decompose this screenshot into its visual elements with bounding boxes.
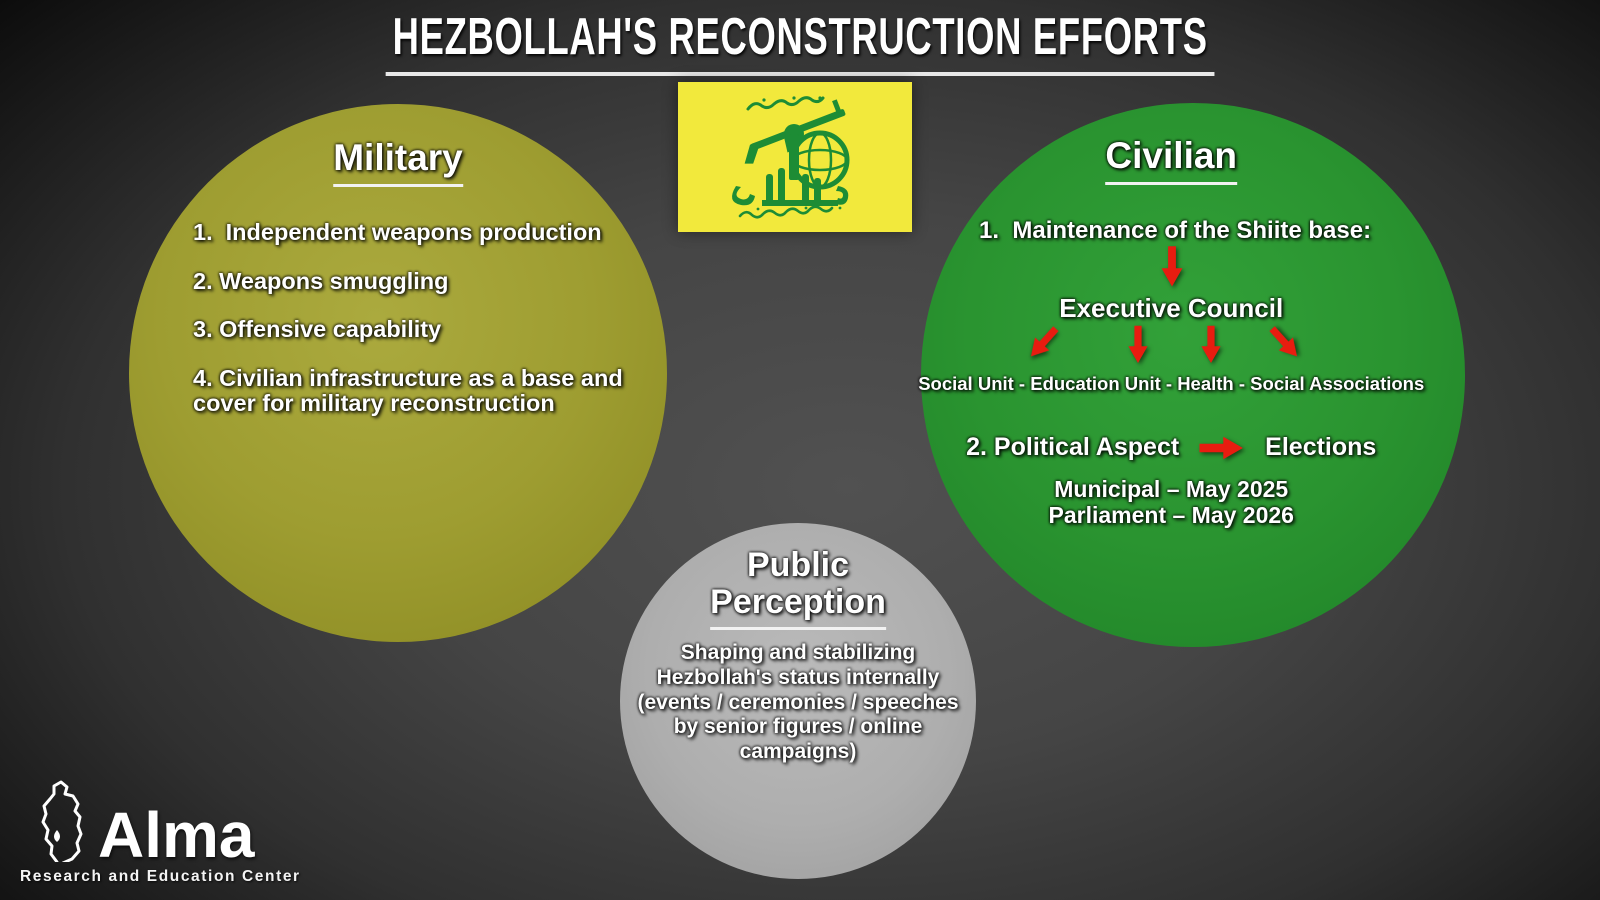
arrow-diagonal-right-icon — [1269, 326, 1298, 357]
arrow-diagonal-left-icon — [1030, 326, 1059, 357]
page-title: HEZBOLLAH'S RECONSTRUCTION EFFORTS — [385, 10, 1215, 76]
public-perception-heading-line2: Perception — [710, 584, 886, 630]
public-perception-body: Shaping and stabilizing Hezbollah's stat… — [637, 641, 959, 764]
military-item-1: 1. Independent weapons production — [193, 219, 602, 245]
arrow-down-icon — [1161, 246, 1183, 287]
arrow-down-icon — [1128, 325, 1148, 363]
executive-council-label: Executive Council — [1059, 293, 1284, 323]
hezbollah-flag-graphic — [678, 82, 912, 232]
military-item-4: 4. Civilian infrastructure as a base and… — [193, 364, 630, 417]
election-dates: Municipal – May 2025 Parliament – May 20… — [1048, 476, 1294, 529]
civilian-units-line: Social Unit - Education Unit - Health - … — [918, 373, 1425, 394]
alma-logo-row: Alma — [20, 780, 301, 871]
military-item-3: 3. Offensive capability — [193, 316, 442, 343]
military-list: 1. Independent weapons production 2. Wea… — [193, 219, 631, 440]
title-bar: HEZBOLLAH'S RECONSTRUCTION EFFORTS — [0, 10, 1600, 76]
military-circle: Military 1. Independent weapons producti… — [129, 104, 667, 642]
arrow-down-icon — [1201, 325, 1221, 363]
alma-map-icon — [41, 780, 83, 862]
arrow-right-icon — [1199, 436, 1244, 459]
public-perception-heading-line1: Public — [746, 546, 850, 584]
military-item-2: 2. Weapons smuggling — [193, 267, 449, 294]
civilian-circle: Civilian 1. Maintenance of the Shiite ba… — [918, 103, 1465, 647]
public-perception-circle: Public Perception Shaping and stabilizin… — [620, 523, 976, 879]
hezbollah-flag-icon — [678, 82, 912, 232]
alma-brand-name: Alma — [98, 798, 255, 871]
parliament-election-date: Parliament – May 2026 — [1048, 501, 1294, 528]
civilian-item-1: 1. Maintenance of the Shiite base: — [979, 217, 1372, 244]
civilian-heading: Civilian — [1105, 135, 1238, 185]
public-perception-heading: Public Perception — [710, 546, 886, 630]
elections-label: Elections — [1265, 433, 1377, 461]
civilian-political-row: 2. Political Aspect Elections — [966, 433, 1376, 462]
municipal-election-date: Municipal – May 2025 — [1054, 476, 1289, 502]
alma-subtitle: Research and Education Center — [20, 868, 301, 885]
military-heading: Military — [333, 137, 463, 187]
political-aspect-label: 2. Political Aspect — [966, 433, 1180, 461]
alma-logo: Alma Research and Education Center — [20, 780, 301, 886]
